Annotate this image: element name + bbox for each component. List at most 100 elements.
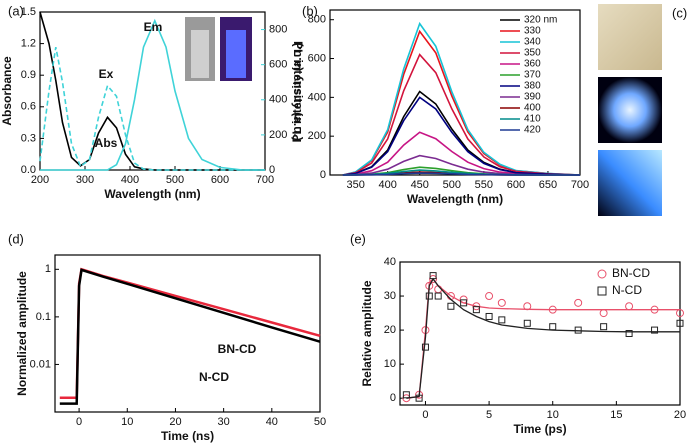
point <box>425 292 433 300</box>
x-tick-label: 50 <box>314 416 326 428</box>
point <box>523 319 531 327</box>
y-tick-label: 30 <box>384 290 396 302</box>
x-tick-label: 350 <box>346 179 364 191</box>
y-tick-label: 0.01 <box>30 358 51 370</box>
point <box>600 323 608 331</box>
x-tick-label: 400 <box>379 179 397 191</box>
y-tick-label: 0.3 <box>21 132 36 144</box>
series-line <box>39 46 265 171</box>
y-axis-label: Absorbance <box>0 56 14 126</box>
x-tick-label: 0 <box>422 409 428 421</box>
legend-label: 350 <box>524 48 541 59</box>
y-tick-label: 200 <box>308 130 326 142</box>
y-tick-label: 10 <box>384 358 396 370</box>
legend-label: 370 <box>524 70 541 81</box>
x-axis-label: Wavelength (nm) <box>104 187 200 201</box>
point <box>574 298 583 307</box>
x-tick-label: 40 <box>266 416 278 428</box>
y-axis-label: Relative amplitude <box>360 280 374 386</box>
x-axis-label: Time (ns) <box>161 429 214 443</box>
series-line <box>342 96 581 176</box>
point <box>485 312 493 320</box>
y2-tick-label: 0 <box>269 164 275 176</box>
y-axis-label: PL intensity (a.u.) <box>290 43 304 143</box>
legend-label: N-CD <box>612 283 642 297</box>
x-tick-label: 500 <box>443 179 461 191</box>
y-tick-label: 0.1 <box>36 311 51 323</box>
point <box>498 316 506 324</box>
series-label: Abs <box>95 136 118 150</box>
x-tick-label: 10 <box>547 409 559 421</box>
x-axis-label: Wavelength (nm) <box>407 192 503 206</box>
y-tick-label: 1.5 <box>21 6 36 18</box>
y2-tick-label: 800 <box>269 23 287 35</box>
inset-photo <box>226 30 246 78</box>
x-tick-label: 10 <box>121 416 133 428</box>
x-tick-label: 400 <box>121 174 139 186</box>
fit-line <box>406 277 680 399</box>
x-tick-label: 0 <box>76 416 82 428</box>
point <box>599 309 608 318</box>
y-tick-label: 400 <box>308 91 326 103</box>
point <box>523 302 532 311</box>
y-tick-label: 0 <box>390 392 396 404</box>
y2-tick-label: 600 <box>269 59 287 71</box>
series-label: Ex <box>99 67 114 81</box>
point <box>676 309 684 318</box>
plot-frame <box>399 261 681 406</box>
point <box>651 326 659 334</box>
x-tick-label: 20 <box>674 409 686 421</box>
y-tick-label: 0.0 <box>21 164 36 176</box>
point <box>497 298 506 307</box>
x-tick-label: 700 <box>256 174 274 186</box>
point <box>485 292 494 301</box>
series-line <box>342 53 581 176</box>
x-tick-label: 550 <box>475 179 493 191</box>
point <box>421 343 429 351</box>
legend-label: 330 <box>524 26 541 37</box>
point <box>549 323 557 331</box>
y-axis-label: Normalized amplitude <box>15 271 29 396</box>
x-tick-label: 15 <box>610 409 622 421</box>
legend-label: 380 <box>524 81 541 92</box>
point <box>650 305 659 314</box>
x-tick-label: 600 <box>507 179 525 191</box>
panel-label: (a) <box>8 3 24 18</box>
photo <box>598 77 662 143</box>
x-tick-label: 450 <box>411 179 429 191</box>
photo <box>598 150 662 216</box>
point <box>548 305 557 314</box>
legend-label: 360 <box>524 59 541 70</box>
x-tick-label: 300 <box>76 174 94 186</box>
x-axis-label: Time (ps) <box>513 422 566 436</box>
point <box>472 306 480 314</box>
photo <box>598 4 662 70</box>
y2-axis-label: PL intensity (a.u.) <box>291 41 305 141</box>
y-tick-label: 0.9 <box>21 69 36 81</box>
point <box>402 391 410 399</box>
legend-marker <box>597 286 607 296</box>
legend-label: 410 <box>524 114 541 125</box>
point <box>460 299 468 307</box>
x-tick-label: 200 <box>31 174 49 186</box>
series-line <box>342 172 580 176</box>
point <box>625 302 634 311</box>
point <box>434 292 442 300</box>
x-tick-label: 600 <box>211 174 229 186</box>
point <box>415 394 423 402</box>
legend-label: BN-CD <box>612 266 650 280</box>
point <box>625 330 633 337</box>
plot-frame <box>329 9 581 176</box>
y2-tick-label: 400 <box>269 94 287 106</box>
legend-label: 320 nm <box>524 15 557 26</box>
point <box>429 272 437 280</box>
legend-marker <box>597 269 607 279</box>
series-label: N-CD <box>199 370 229 384</box>
x-tick-label: 650 <box>539 179 557 191</box>
point <box>676 319 684 327</box>
y2-tick-label: 200 <box>269 129 287 141</box>
point <box>447 302 455 310</box>
x-tick-label: 500 <box>166 174 184 186</box>
